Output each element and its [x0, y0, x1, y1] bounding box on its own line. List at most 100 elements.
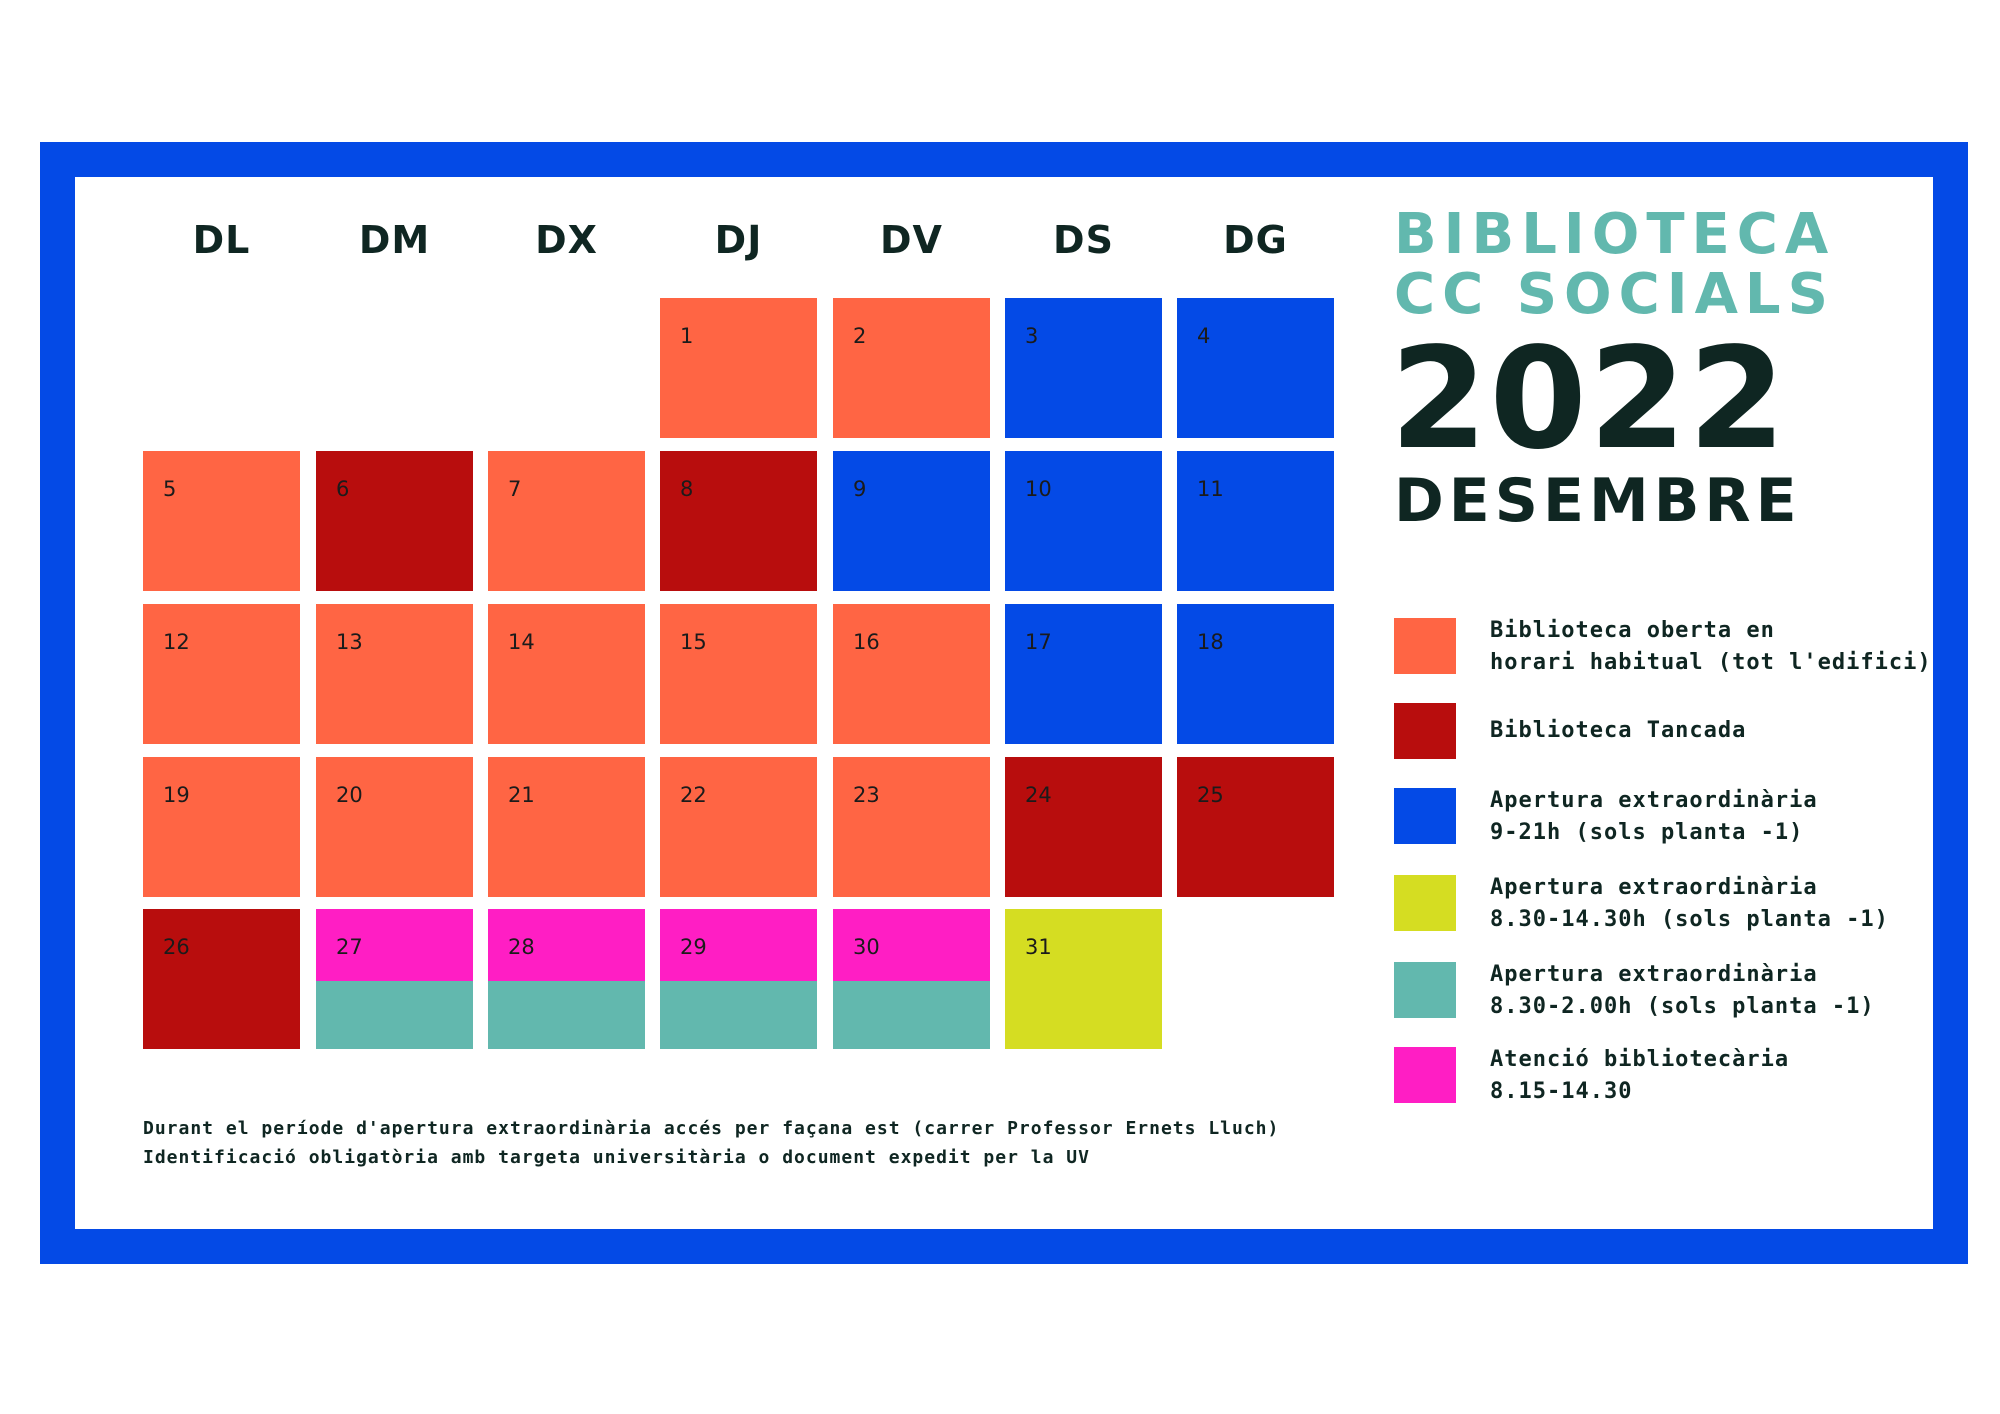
day-number: 20	[336, 783, 363, 807]
legend-label-line1: Atenció bibliotecària	[1490, 1047, 1790, 1072]
legend-label-line1: Biblioteca Tancada	[1490, 718, 1747, 743]
legend-label-extra-9-21: Apertura extraordinària 9-21h (sols plant…	[1490, 785, 1818, 849]
day-number: 4	[1197, 324, 1211, 348]
day-number: 29	[680, 935, 707, 959]
legend-label-line1: Apertura extraordinària	[1490, 962, 1818, 987]
day-number: 5	[163, 477, 177, 501]
day-number: 17	[1025, 630, 1052, 654]
day-number: 16	[853, 630, 880, 654]
day-cell-17: 17	[1005, 604, 1162, 744]
day-cell-19: 19	[143, 757, 300, 897]
legend-label-extra-830-1430: Apertura extraordinària 8.30-14.30h (sols…	[1490, 872, 1889, 936]
day-cell-18: 18	[1177, 604, 1334, 744]
day-cell-25: 25	[1177, 757, 1334, 897]
day-number: 18	[1197, 630, 1224, 654]
day-cell-27: 27	[316, 909, 473, 1049]
identification-note: Identificació obligatòria amb targeta un…	[143, 1147, 1090, 1168]
legend-swatch-extra-830-200	[1394, 962, 1456, 1018]
day-cell-10: 10	[1005, 451, 1162, 591]
title-line-1: BIBLIOTECA	[1394, 202, 1836, 267]
day-number: 30	[853, 935, 880, 959]
legend-label-closed: Biblioteca Tancada	[1490, 715, 1746, 747]
day-number: 6	[336, 477, 350, 501]
day-number: 10	[1025, 477, 1052, 501]
legend-swatch-extra-830-1430	[1394, 875, 1456, 931]
day-number: 22	[680, 783, 707, 807]
day-cell-extra-band	[316, 981, 473, 1049]
day-cell-16: 16	[833, 604, 990, 744]
day-number: 23	[853, 783, 880, 807]
weekday-dm: DM	[358, 218, 431, 262]
day-cell-22: 22	[660, 757, 817, 897]
day-cell-extra-band	[833, 981, 990, 1049]
legend-label-line2: 8.30-14.30h (sols planta -1)	[1490, 907, 1889, 932]
day-cell-6: 6	[316, 451, 473, 591]
day-number: 3	[1025, 324, 1039, 348]
day-cell-30: 30	[833, 909, 990, 1049]
day-cell-23: 23	[833, 757, 990, 897]
weekday-dj: DJ	[714, 218, 763, 262]
day-cell-20: 20	[316, 757, 473, 897]
day-number: 26	[163, 935, 190, 959]
day-number: 24	[1025, 783, 1052, 807]
legend-label-line2: 8.15-14.30	[1490, 1079, 1633, 1104]
weekday-dv: DV	[880, 218, 943, 262]
day-number: 8	[680, 477, 694, 501]
legend-label-extra-830-200: Apertura extraordinària 8.30-2.00h (sols …	[1490, 959, 1875, 1023]
day-cell-31: 31	[1005, 909, 1162, 1049]
day-cell-11: 11	[1177, 451, 1334, 591]
day-number: 15	[680, 630, 707, 654]
day-number: 19	[163, 783, 190, 807]
day-number: 1	[680, 324, 694, 348]
legend-swatch-open	[1394, 618, 1456, 674]
day-number: 21	[508, 783, 535, 807]
day-number: 28	[508, 935, 535, 959]
day-cell-9: 9	[833, 451, 990, 591]
day-cell-8: 8	[660, 451, 817, 591]
day-cell-4: 4	[1177, 298, 1334, 438]
day-cell-1: 1	[660, 298, 817, 438]
day-cell-extra-band	[660, 981, 817, 1049]
month-heading: DESEMBRE	[1394, 466, 1802, 536]
day-number: 14	[508, 630, 535, 654]
day-cell-24: 24	[1005, 757, 1162, 897]
day-cell-21: 21	[488, 757, 645, 897]
day-number: 27	[336, 935, 363, 959]
day-cell-2: 2	[833, 298, 990, 438]
legend-label-line1: Apertura extraordinària	[1490, 788, 1818, 813]
legend-swatch-closed	[1394, 703, 1456, 759]
weekday-dg: DG	[1223, 218, 1288, 262]
day-cell-12: 12	[143, 604, 300, 744]
day-cell-15: 15	[660, 604, 817, 744]
legend-label-open: Biblioteca oberta en horari habitual (tot…	[1490, 615, 1932, 679]
title-line-2: CC SOCIALS	[1394, 262, 1835, 327]
weekday-dl: DL	[192, 218, 251, 262]
legend-label-line2: 9-21h (sols planta -1)	[1490, 820, 1804, 845]
day-number: 12	[163, 630, 190, 654]
day-cell-extra-band	[488, 981, 645, 1049]
weekday-dx: DX	[535, 218, 598, 262]
access-note: Durant el període d'apertura extraordinà…	[143, 1118, 1280, 1139]
day-number: 2	[853, 324, 867, 348]
day-number: 13	[336, 630, 363, 654]
day-number: 7	[508, 477, 522, 501]
legend-label-attention: Atenció bibliotecària 8.15-14.30	[1490, 1044, 1789, 1108]
day-number: 31	[1025, 935, 1052, 959]
day-cell-7: 7	[488, 451, 645, 591]
legend-label-line1: Apertura extraordinària	[1490, 875, 1818, 900]
legend-label-line1: Biblioteca oberta en	[1490, 618, 1775, 643]
legend-swatch-extra-9-21	[1394, 788, 1456, 844]
legend-label-line2: 8.30-2.00h (sols planta -1)	[1490, 994, 1875, 1019]
day-cell-3: 3	[1005, 298, 1162, 438]
day-cell-29: 29	[660, 909, 817, 1049]
year-heading: 2022	[1390, 318, 1788, 481]
day-cell-14: 14	[488, 604, 645, 744]
day-cell-5: 5	[143, 451, 300, 591]
day-number: 25	[1197, 783, 1224, 807]
weekday-ds: DS	[1053, 218, 1114, 262]
day-number: 11	[1197, 477, 1224, 501]
legend-label-line2: horari habitual (tot l'edifici)	[1490, 650, 1932, 675]
day-cell-28: 28	[488, 909, 645, 1049]
legend-swatch-attention	[1394, 1047, 1456, 1103]
day-cell-26: 26	[143, 909, 300, 1049]
